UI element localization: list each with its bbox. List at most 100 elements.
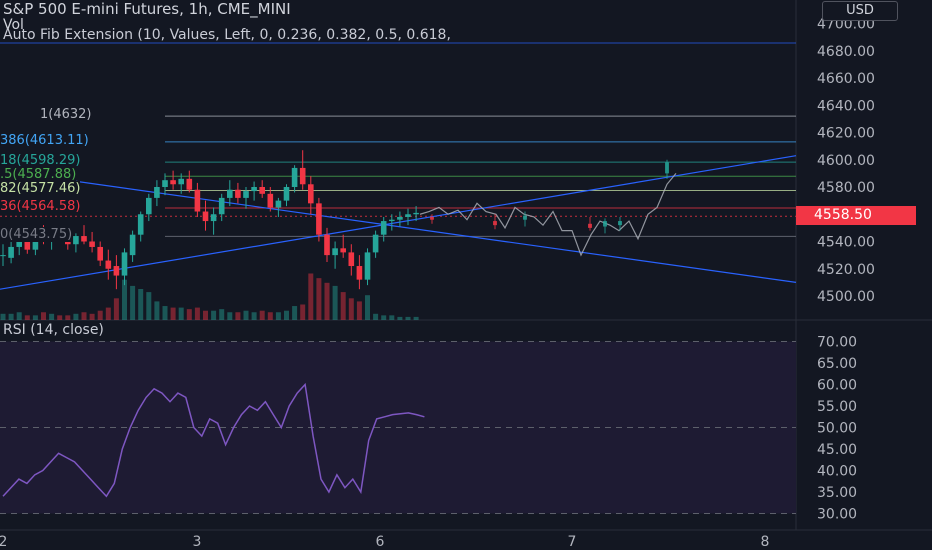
candle-body (186, 178, 193, 190)
volume-bar (105, 307, 111, 320)
candle-body (291, 167, 298, 187)
volume-bar (41, 312, 46, 320)
candle-body (170, 180, 176, 185)
candle-body (227, 189, 233, 198)
volume-bar (8, 313, 14, 320)
volume-bar (300, 304, 306, 320)
rsi-tick-label: 45.00 (817, 442, 857, 458)
candle-body (146, 197, 152, 215)
forecast-candle-body (588, 223, 592, 228)
volume-bar (292, 306, 298, 320)
volume-bar (356, 301, 362, 320)
price-tick-label: 4620.00 (817, 126, 875, 142)
volume-bar (49, 313, 55, 320)
price-tick-label: 4500.00 (817, 289, 875, 305)
forecast-candle-body (618, 221, 622, 226)
volume-bar (57, 315, 63, 320)
rsi-tick-label: 70.00 (817, 335, 857, 351)
candle-body (308, 184, 314, 204)
forecast-candle-body (430, 216, 434, 220)
candle-body (324, 234, 330, 256)
candle-body (348, 252, 355, 267)
fib-extension-label: Auto Fib Extension (10, Values, Left, 0,… (3, 27, 451, 43)
candle-body (251, 187, 257, 192)
price-tick-label: 4600.00 (817, 153, 875, 169)
volume-bar (332, 285, 338, 320)
candle-body (235, 189, 241, 198)
candle-body (113, 266, 120, 276)
volume-bar (194, 307, 200, 320)
volume-bar (97, 310, 103, 320)
volume-bar (122, 279, 127, 320)
fib-level-label: 1(4632) (40, 107, 92, 123)
forecast-candle-body (603, 221, 607, 227)
candle-body (97, 246, 103, 261)
volume-bar (170, 307, 176, 320)
candle-body (178, 178, 184, 185)
fib-level-label: .5(4587.88) (0, 167, 77, 183)
volume-bar (365, 295, 370, 320)
candle-body (275, 200, 282, 208)
volume-bar (267, 312, 273, 320)
candle-body (267, 193, 274, 208)
candle-body (8, 246, 14, 258)
rsi-label: RSI (14, close) (3, 322, 104, 338)
candle-body (137, 214, 144, 235)
volume-bar (32, 315, 38, 320)
forecast-candle-body (665, 162, 669, 174)
volume-bar (65, 315, 71, 320)
fib-level-label: 82(4577.46) (0, 181, 81, 197)
price-tick-label: 4680.00 (817, 44, 875, 60)
volume-bar (308, 273, 314, 320)
candle-body (121, 252, 128, 276)
volume-bar (186, 309, 192, 320)
forecast-candle-body (523, 215, 527, 220)
volume-bar (227, 312, 233, 320)
volume-bar (405, 316, 411, 320)
candle-body (202, 211, 209, 222)
volume-bar (219, 309, 225, 320)
volume-bar (154, 301, 160, 320)
candle-body (259, 187, 265, 194)
volume-bar (89, 313, 95, 320)
candle-body (129, 234, 136, 256)
fib-level-label: 18(4598.29) (0, 153, 81, 169)
candle-body (194, 189, 201, 212)
candle-body (81, 236, 87, 242)
candle-body (397, 216, 403, 220)
volume-bar (316, 278, 322, 320)
price-tick-label: 4580.00 (817, 180, 875, 196)
fib-level-label: 36(4564.58) (0, 199, 81, 214)
candle-body (405, 214, 411, 217)
volume-bar (113, 298, 119, 320)
volume-bar (275, 312, 281, 320)
candle-body (364, 252, 371, 280)
forecast-path (419, 172, 677, 257)
volume-bar (340, 292, 346, 320)
rsi-tick-label: 40.00 (817, 464, 857, 480)
volume-bar (178, 307, 184, 320)
volume-bar (389, 315, 395, 320)
volume-bar (24, 315, 30, 320)
volume-bar (211, 310, 217, 320)
volume-bar (243, 310, 249, 320)
price-tick-label: 4520.00 (817, 262, 875, 278)
volume-bar (373, 313, 379, 320)
currency-button[interactable]: USD (822, 1, 898, 21)
rsi-tick-label: 50.00 (817, 421, 857, 437)
candle-body (16, 241, 22, 247)
volume-bar (348, 298, 354, 320)
volume-bar (138, 289, 144, 320)
candle-body (162, 180, 168, 187)
rsi-tick-label: 60.00 (817, 378, 857, 394)
rsi-tick-label: 55.00 (817, 399, 857, 415)
candle-body (0, 255, 6, 257)
candle-body (89, 241, 95, 247)
volume-bar (203, 310, 208, 320)
volume-bar (397, 316, 403, 320)
candle-body (413, 212, 419, 215)
volume-bar (413, 316, 419, 320)
volume-bar (162, 306, 168, 320)
volume-bar (146, 292, 152, 320)
